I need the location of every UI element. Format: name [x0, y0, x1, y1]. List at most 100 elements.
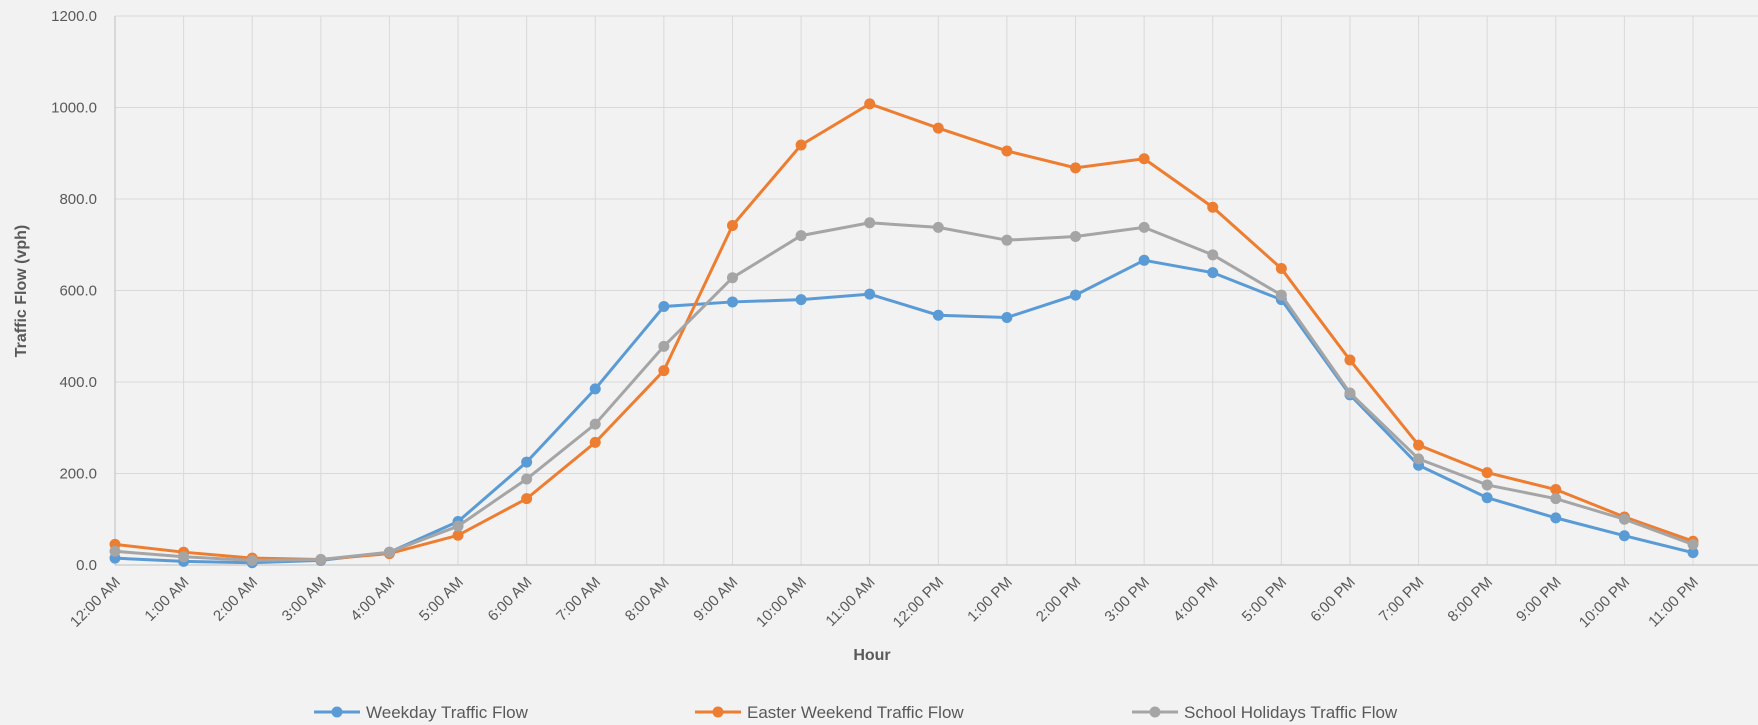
- data-point: [1344, 387, 1356, 399]
- data-point: [589, 383, 601, 395]
- legend-marker: [712, 706, 724, 718]
- data-point: [1138, 254, 1150, 266]
- data-point: [1275, 289, 1287, 301]
- y-tick-label: 1000.0: [51, 100, 97, 117]
- data-point: [726, 272, 738, 284]
- y-axis-label: Traffic Flow (vph): [13, 225, 30, 357]
- legend-label: Easter Weekend Traffic Flow: [747, 703, 964, 722]
- x-axis-label: Hour: [853, 647, 890, 664]
- data-point: [521, 473, 533, 485]
- legend-item: School Holidays Traffic Flow: [1132, 703, 1398, 722]
- data-point: [795, 294, 807, 306]
- data-point: [1481, 467, 1493, 479]
- legend-item: Weekday Traffic Flow: [314, 703, 529, 722]
- data-point: [864, 288, 876, 300]
- data-point: [726, 296, 738, 308]
- x-tick-label: 6:00 PM: [1307, 574, 1359, 626]
- data-point: [1481, 479, 1493, 491]
- data-point: [932, 221, 944, 233]
- x-tick-label: 2:00 AM: [210, 574, 261, 625]
- data-point: [521, 493, 533, 505]
- data-point: [1138, 153, 1150, 165]
- data-point: [246, 554, 258, 566]
- data-point: [1550, 512, 1562, 524]
- data-point: [1138, 221, 1150, 233]
- x-tick-label: 8:00 AM: [622, 574, 673, 625]
- y-tick-label: 200.0: [59, 466, 97, 483]
- data-point: [1413, 453, 1425, 465]
- x-tick-label: 3:00 PM: [1101, 574, 1153, 626]
- data-point: [1001, 311, 1013, 323]
- data-point: [1687, 538, 1699, 550]
- legend-item: Easter Weekend Traffic Flow: [695, 703, 964, 722]
- data-point: [452, 529, 464, 541]
- data-point: [1618, 513, 1630, 525]
- data-point: [1687, 547, 1699, 559]
- data-point: [589, 418, 601, 430]
- x-tick-label: 3:00 AM: [279, 574, 330, 625]
- data-point: [521, 456, 533, 468]
- legend-marker: [1149, 706, 1161, 718]
- x-tick-label: 1:00 AM: [141, 574, 192, 625]
- data-point: [1344, 354, 1356, 366]
- data-point: [1207, 249, 1219, 261]
- x-tick-label: 12:00 AM: [67, 574, 124, 631]
- x-tick-label: 11:00 PM: [1645, 574, 1702, 631]
- x-tick-label: 10:00 AM: [753, 574, 810, 631]
- data-point: [1070, 162, 1082, 174]
- data-point: [1413, 439, 1425, 451]
- data-point: [932, 309, 944, 321]
- x-tick-label: 2:00 PM: [1033, 574, 1085, 626]
- data-point: [658, 340, 670, 352]
- x-tick-label: 7:00 PM: [1376, 574, 1428, 626]
- data-point: [1001, 234, 1013, 246]
- data-point: [1275, 263, 1287, 275]
- legend-label: School Holidays Traffic Flow: [1184, 703, 1398, 722]
- x-tick-label: 7:00 AM: [553, 574, 604, 625]
- data-point: [1481, 492, 1493, 504]
- data-point: [178, 551, 190, 563]
- y-tick-label: 600.0: [59, 283, 97, 300]
- data-point: [1207, 201, 1219, 213]
- data-point: [1001, 145, 1013, 157]
- x-tick-label: 9:00 AM: [690, 574, 741, 625]
- y-tick-label: 800.0: [59, 191, 97, 208]
- x-tick-label: 5:00 AM: [416, 574, 467, 625]
- y-tick-label: 400.0: [59, 374, 97, 391]
- data-point: [658, 301, 670, 313]
- y-tick-label: 1200.0: [51, 8, 97, 25]
- data-point: [864, 217, 876, 229]
- data-point: [1550, 484, 1562, 496]
- x-tick-label: 6:00 AM: [485, 574, 536, 625]
- data-point: [452, 520, 464, 532]
- x-tick-label: 4:00 PM: [1170, 574, 1222, 626]
- x-tick-label: 11:00 AM: [822, 574, 878, 630]
- data-point: [109, 545, 121, 557]
- data-point: [589, 436, 601, 448]
- x-tick-label: 9:00 PM: [1513, 574, 1565, 626]
- legend-label: Weekday Traffic Flow: [366, 703, 529, 722]
- y-tick-label: 0.0: [76, 557, 97, 574]
- series-line: [114, 221, 1694, 562]
- data-point: [726, 220, 738, 232]
- data-point: [658, 365, 670, 377]
- data-point: [932, 122, 944, 134]
- data-point: [795, 230, 807, 242]
- data-point: [1070, 231, 1082, 243]
- data-point: [1207, 267, 1219, 279]
- series-line: [114, 102, 1694, 562]
- x-tick-label: 12:00 PM: [890, 574, 947, 631]
- data-point: [315, 554, 327, 566]
- data-point: [1070, 289, 1082, 301]
- x-tick-label: 10:00 PM: [1576, 574, 1633, 631]
- x-tick-label: 4:00 AM: [347, 574, 398, 625]
- x-tick-label: 5:00 PM: [1239, 574, 1291, 626]
- legend-marker: [331, 706, 343, 718]
- x-tick-label: 1:00 PM: [964, 574, 1016, 626]
- x-tick-label: 8:00 PM: [1444, 574, 1496, 626]
- data-point: [383, 546, 395, 558]
- data-point: [1618, 530, 1630, 542]
- data-point: [795, 139, 807, 151]
- data-point: [1550, 493, 1562, 505]
